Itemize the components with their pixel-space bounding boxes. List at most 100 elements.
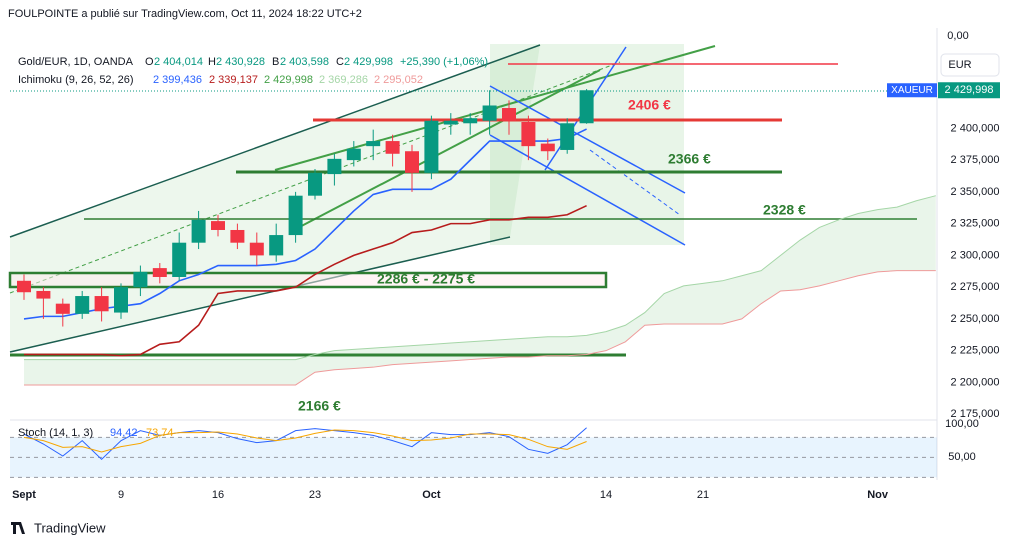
candle-body xyxy=(540,143,555,152)
value: 2 399,436 xyxy=(153,74,202,86)
candle-body xyxy=(75,296,90,314)
candle-body xyxy=(55,303,70,314)
candle-body xyxy=(560,123,575,150)
line xyxy=(23,429,587,453)
candle-body xyxy=(366,141,381,147)
candle-body xyxy=(230,229,245,243)
candle-body xyxy=(172,242,187,277)
label: O xyxy=(145,56,154,68)
candle-body xyxy=(346,148,361,161)
header: FOULPOINTE a publié sur TradingView.com,… xyxy=(8,8,362,20)
annotation: 2286 € - 2275 € xyxy=(377,271,475,287)
trend-line xyxy=(489,134,686,246)
annotation: 2328 € xyxy=(763,202,806,218)
ticker-box xyxy=(887,83,937,98)
price-box xyxy=(938,82,1000,99)
candle-body xyxy=(114,287,128,313)
candle-body xyxy=(502,108,516,121)
y-tick-label: 2 325,000 xyxy=(951,218,1000,230)
trend-line xyxy=(489,85,686,194)
candle-body xyxy=(191,219,206,243)
value: 2 404,014 xyxy=(154,56,203,68)
x-tick-label: Sept xyxy=(12,489,36,501)
x-tick-label: Oct xyxy=(422,489,441,501)
brand: TradingView xyxy=(34,520,106,535)
candle-body xyxy=(94,296,109,312)
candle-body xyxy=(152,268,167,277)
stoch-tick-label: 100,00 xyxy=(945,418,979,430)
y-tick-label: 2 175,000 xyxy=(951,408,1000,420)
candle-body xyxy=(579,90,594,124)
stoch-k: 94,42 xyxy=(110,427,138,439)
price-label: 2 429,998 xyxy=(945,84,994,96)
value: 2 403,598 xyxy=(280,56,329,68)
stoch-name: Stoch (14, 1, 3) xyxy=(18,427,93,439)
value: 2 430,928 xyxy=(216,56,265,68)
axis-top-label: 0,00 xyxy=(947,30,968,42)
y-tick-label: 2 225,000 xyxy=(951,345,1000,357)
x-tick-label: 23 xyxy=(309,489,321,501)
annotation: 2366 € xyxy=(668,151,711,167)
candle-body xyxy=(424,120,439,173)
value: 2 339,137 xyxy=(209,74,258,86)
cloud-fill xyxy=(24,195,936,385)
x-tick-label: 9 xyxy=(118,489,124,501)
y-tick-label: 2 200,000 xyxy=(951,376,1000,388)
line xyxy=(23,427,587,461)
indicator-name: Ichimoku (9, 26, 52, 26) xyxy=(18,74,134,86)
annotation: 2406 € xyxy=(628,97,671,113)
ticker: XAUEUR xyxy=(891,85,933,96)
line xyxy=(24,204,587,357)
x-tick-label: Nov xyxy=(867,489,889,501)
x-tick-label: 16 xyxy=(212,489,224,501)
candle-body xyxy=(308,172,322,196)
value: 2 429,998 xyxy=(264,74,313,86)
change: +25,390 (+1,06%) xyxy=(400,56,488,68)
currency-box xyxy=(940,53,1000,77)
candle-body xyxy=(405,151,419,173)
label: H xyxy=(208,56,216,68)
value: 2 295,052 xyxy=(374,74,423,86)
logo xyxy=(11,522,25,534)
y-tick-label: 2 250,000 xyxy=(951,313,1000,325)
symbol: Gold/EUR, 1D, OANDA xyxy=(18,56,134,68)
candle-body xyxy=(463,118,478,124)
y-tick-label: 2 400,000 xyxy=(951,122,1000,134)
y-tick-label: 2 275,000 xyxy=(951,281,1000,293)
trend-line xyxy=(9,44,541,238)
stoch-d: 73,74 xyxy=(146,427,174,439)
y-tick-label: 2 375,000 xyxy=(951,154,1000,166)
candle-body xyxy=(249,242,264,256)
currency: EUR xyxy=(948,59,971,71)
candle-body xyxy=(36,290,51,299)
trend-line xyxy=(589,149,681,216)
line xyxy=(24,270,936,386)
candle-body xyxy=(17,280,31,293)
candle-body xyxy=(288,195,303,236)
trend-line xyxy=(9,236,511,353)
candle-body xyxy=(211,221,225,230)
y-tick-label: 2 300,000 xyxy=(951,249,1000,261)
label: C xyxy=(336,56,344,68)
zone-box xyxy=(8,271,608,289)
candle-body xyxy=(327,158,342,175)
stoch-tick-label: 50,00 xyxy=(948,451,976,463)
line xyxy=(24,195,936,361)
candle-body xyxy=(443,120,458,125)
candle-body xyxy=(521,122,536,147)
value: 2 429,998 xyxy=(344,56,393,68)
label: B xyxy=(272,56,279,68)
annotation: 2166 € xyxy=(298,398,341,414)
candle-body xyxy=(482,105,497,121)
trend-line xyxy=(289,69,601,233)
candle-body xyxy=(133,271,148,288)
y-tick-label: 2 350,000 xyxy=(951,186,1000,198)
trend-line xyxy=(9,61,621,294)
candle-body xyxy=(269,235,284,256)
x-tick-label: 21 xyxy=(697,489,709,501)
x-tick-label: 14 xyxy=(600,489,612,501)
legend: Gold/EUR, 1D, OANDA O 2 404,014 H 2 430,… xyxy=(18,56,488,86)
candle-body xyxy=(385,141,400,154)
value: 2 369,286 xyxy=(319,74,368,86)
